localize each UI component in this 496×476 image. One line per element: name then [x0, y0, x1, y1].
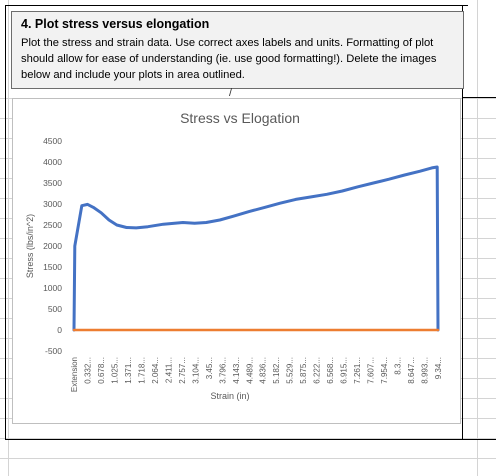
text-cursor-icon: /: [229, 87, 233, 99]
x-tick-label: 7.954...: [380, 357, 389, 384]
y-tick-label: 1000: [43, 283, 62, 293]
x-tick-label: 4.143...: [232, 357, 241, 384]
instructions-textbox[interactable]: 4. Plot stress versus elongation Plot th…: [11, 11, 464, 89]
y-tick-label: 3500: [43, 178, 62, 188]
y-tick-label: 4500: [43, 136, 62, 146]
y-tick-label: -500: [45, 346, 62, 356]
x-tick-label: 6.222...: [313, 357, 322, 384]
x-tick-label: 2.064...: [151, 357, 160, 384]
x-tick-label: 6.568...: [326, 357, 335, 384]
y-tick-label: 4000: [43, 157, 62, 167]
x-tick-label: 1.371...: [124, 357, 133, 384]
x-tick-label: Extension: [70, 357, 79, 392]
chart-svg: Stress vs Elogation 4500 4000 3500 3000 2500 2…: [25, 110, 443, 401]
x-tick-label: 2.757...: [178, 357, 187, 384]
y-tick-label: 2500: [43, 220, 62, 230]
outline-right: [462, 5, 463, 440]
x-tick-label: 5.182...: [272, 357, 281, 384]
stress-series-line: [72, 165, 440, 332]
x-tick-label: 0.332...: [83, 357, 92, 384]
x-tick-label: 5.529...: [286, 357, 295, 384]
x-tick-label: 9.34...: [434, 357, 443, 379]
x-tick-label: 1.025...: [110, 357, 119, 384]
x-tick-label: 1.718...: [137, 357, 146, 384]
x-tick-label: 7.607...: [367, 357, 376, 384]
x-tick-label: 2.411...: [164, 357, 173, 383]
x-tick-label: 6.915...: [340, 357, 349, 384]
x-tick-label: 7.261...: [353, 357, 362, 384]
x-tick-label: 3.104...: [191, 357, 200, 384]
y-tick-label: 0: [57, 325, 62, 335]
outline-bottom: [5, 439, 463, 440]
x-tick-label: 8.993...: [421, 357, 430, 384]
x-tick-label: 0.678...: [97, 357, 106, 384]
y-tick-label: 2000: [43, 241, 62, 251]
cell-border-lower: [462, 439, 496, 440]
x-tick-label: 8.647...: [407, 357, 416, 384]
outline-top: [5, 5, 468, 6]
x-tick-label: 4.836...: [259, 357, 268, 384]
x-axis-label: Strain (in): [210, 391, 249, 401]
instructions-body: Plot the stress and strain data. Use cor…: [21, 37, 437, 81]
x-tick-label: 3.45...: [205, 357, 214, 379]
y-tick-label: 3000: [43, 199, 62, 209]
y-tick-label: 1500: [43, 262, 62, 272]
y-axis-label: Stress (lbs/in^2): [25, 214, 35, 278]
chart-title: Stress vs Elogation: [180, 110, 300, 126]
x-tick-label: 3.796...: [218, 357, 227, 384]
instructions-title: 4. Plot stress versus elongation: [21, 17, 210, 31]
x-tick-label: 5.875...: [299, 357, 308, 384]
x-tick-label: 4.489...: [245, 357, 254, 384]
outline-left: [5, 5, 6, 440]
stress-chart[interactable]: Stress vs Elogation 4500 4000 3500 3000 2500 2…: [12, 98, 461, 424]
cell-border-right: [462, 97, 496, 98]
y-tick-label: 500: [48, 304, 62, 314]
x-tick-label: 8.3...: [394, 357, 403, 375]
